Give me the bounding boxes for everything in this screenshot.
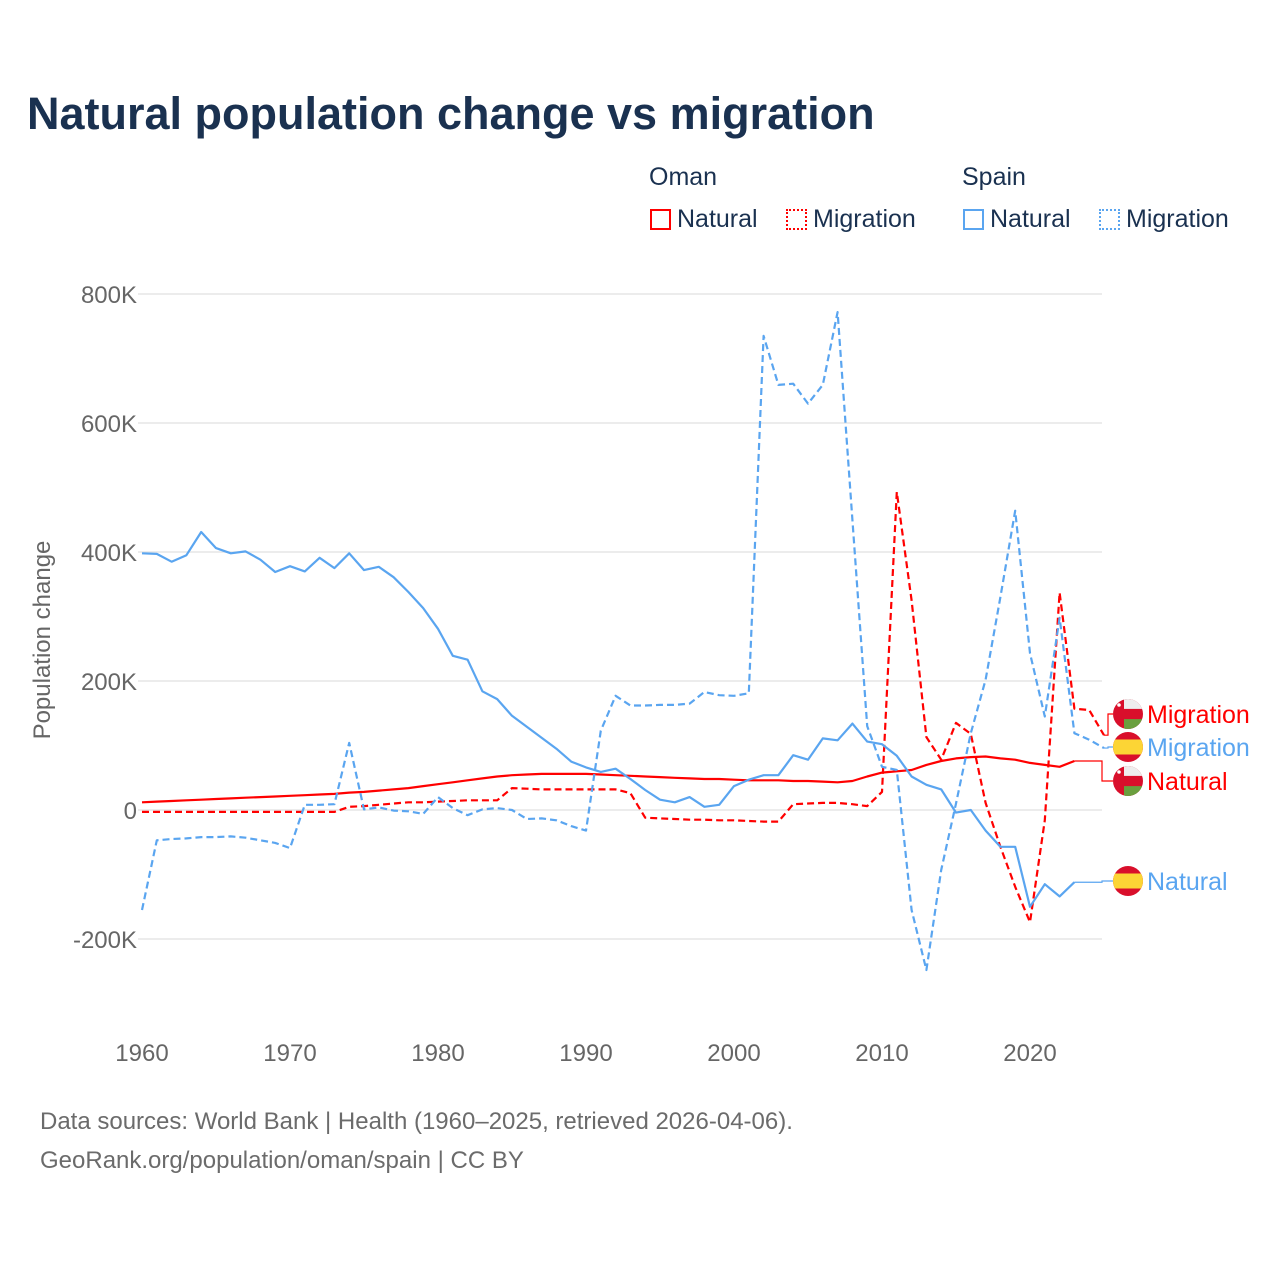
series-line-oman-natural[interactable] <box>141 755 1075 804</box>
legend-swatch-dotted-red <box>786 209 807 230</box>
spain-flag-icon <box>1113 866 1143 896</box>
legend-swatch-solid-red <box>650 209 671 230</box>
x-tick-label: 1970 <box>263 1040 316 1067</box>
end-label-oman-migration: Migration <box>1147 701 1250 729</box>
legend-item-spain-natural[interactable]: Natural <box>963 205 1071 234</box>
legend-heading-oman: Oman <box>649 163 718 191</box>
x-tick-label: 1990 <box>559 1040 612 1067</box>
y-tick-label: -200K <box>73 927 137 954</box>
y-axis-title: Population change <box>29 541 56 740</box>
oman-flag-icon <box>1113 699 1143 729</box>
end-label-spain-natural: Natural <box>1147 868 1228 896</box>
x-tick-label: 1960 <box>115 1040 168 1067</box>
legend-swatch-solid-blue <box>963 209 984 230</box>
spain-flag-icon <box>1113 732 1143 762</box>
end-label-oman-natural: Natural <box>1147 768 1228 796</box>
legend-swatch-dotted-blue <box>1099 209 1120 230</box>
legend-label: Natural <box>990 205 1071 233</box>
label-connector <box>1104 746 1113 749</box>
x-tick-label: 2010 <box>855 1040 908 1067</box>
x-tick-label: 1980 <box>411 1040 464 1067</box>
footer-link[interactable]: GeoRank.org/population/oman/spain | CC B… <box>40 1147 524 1174</box>
series-line-spain-migration[interactable] <box>140 311 1105 972</box>
legend-item-oman-natural[interactable]: Natural <box>650 205 758 234</box>
end-label-spain-migration: Migration <box>1147 734 1250 762</box>
oman-flag-icon <box>1113 766 1143 796</box>
series-line-spain-natural[interactable] <box>141 530 1076 908</box>
legend-heading-spain: Spain <box>962 163 1026 191</box>
y-tick-label: 0 <box>124 798 137 825</box>
y-tick-label: 800K <box>81 282 137 309</box>
label-connector <box>1074 880 1113 883</box>
y-tick-label: 200K <box>81 669 137 696</box>
legend-item-oman-migration[interactable]: Migration <box>786 205 916 234</box>
label-connector <box>1074 760 1113 782</box>
chart-title: Natural population change vs migration <box>27 88 875 139</box>
legend-label: Migration <box>813 205 916 233</box>
legend-item-spain-migration[interactable]: Migration <box>1099 205 1229 234</box>
y-tick-label: 600K <box>81 411 137 438</box>
x-tick-label: 2000 <box>707 1040 760 1067</box>
label-connector <box>1104 713 1113 736</box>
footer-sources: Data sources: World Bank | Health (1960–… <box>40 1108 793 1135</box>
legend-label: Natural <box>677 205 758 233</box>
legend-label: Migration <box>1126 205 1229 233</box>
series-line-oman-migration[interactable] <box>142 490 1105 924</box>
x-tick-label: 2020 <box>1003 1040 1056 1067</box>
y-tick-label: 400K <box>81 540 137 567</box>
